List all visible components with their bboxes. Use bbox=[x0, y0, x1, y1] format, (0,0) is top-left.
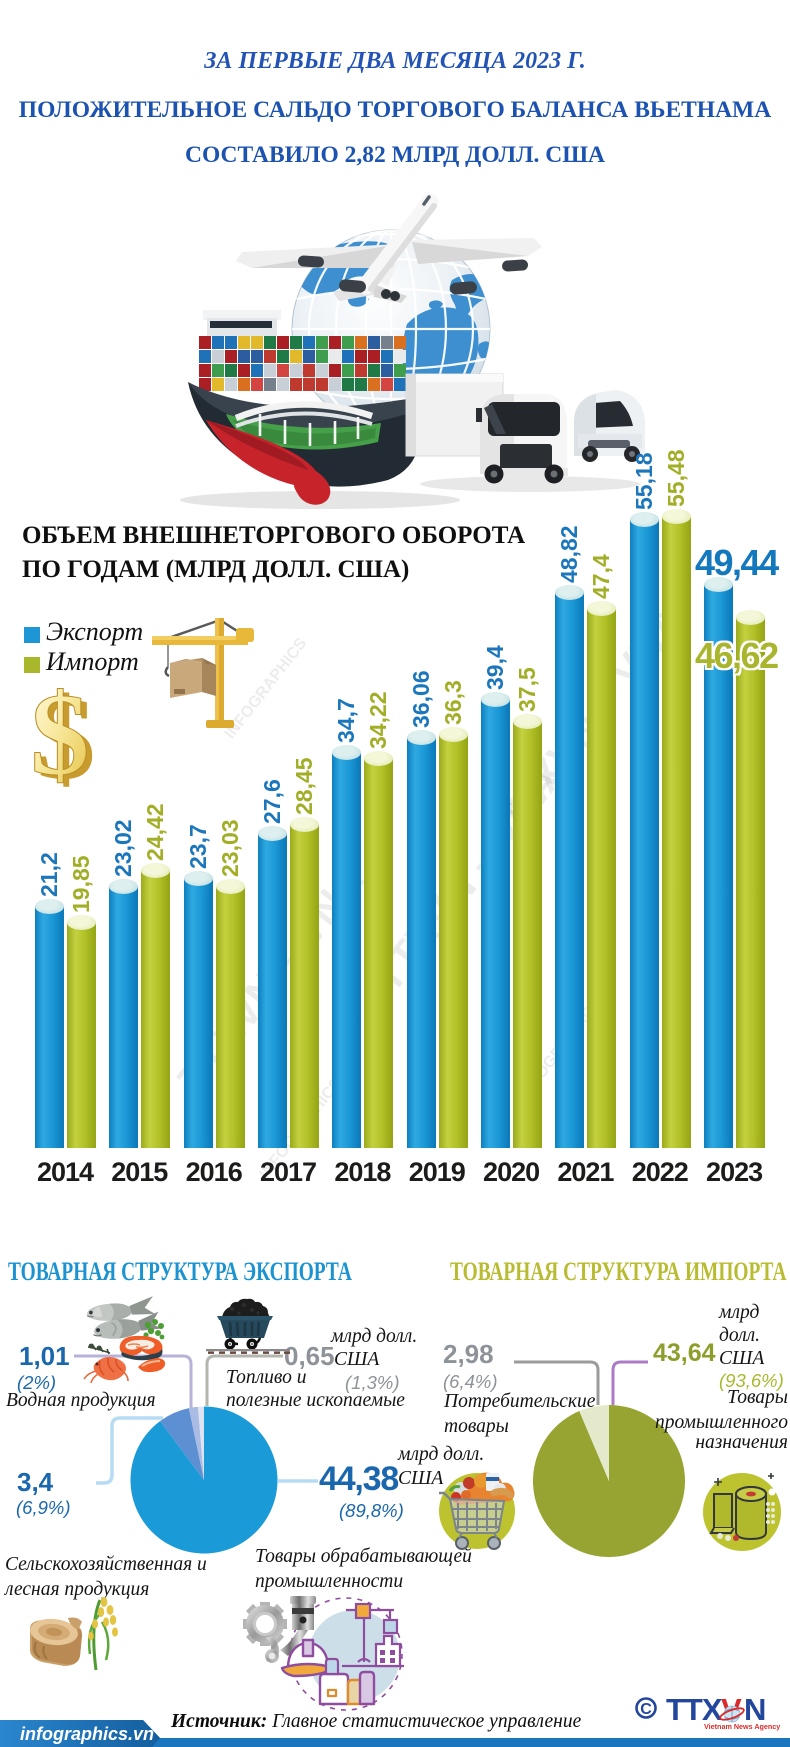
svg-text:TTX: TTX bbox=[666, 1692, 723, 1727]
svg-text:N: N bbox=[744, 1692, 765, 1727]
svg-text:$: $ bbox=[31, 686, 90, 798]
svg-text:$: $ bbox=[37, 686, 96, 798]
svg-text:Vietnam News Agency: Vietnam News Agency bbox=[704, 1722, 780, 1731]
svg-text:C: C bbox=[640, 1701, 652, 1718]
